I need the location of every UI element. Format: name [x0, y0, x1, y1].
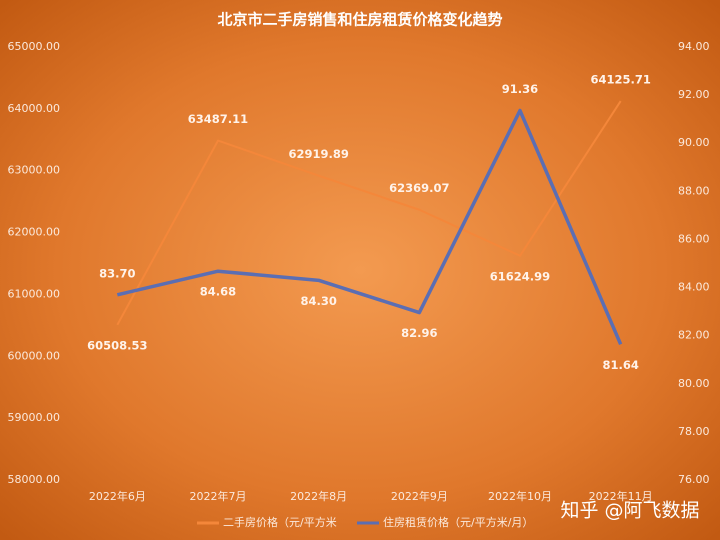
legend-label: 二手房价格（元/平方米: [223, 515, 337, 529]
y2-tick-label: 84.00: [678, 281, 710, 294]
value-label: 62919.89: [288, 147, 348, 161]
chart-title: 北京市二手房销售和住房租赁价格变化趋势: [217, 11, 502, 29]
value-label: 64125.71: [590, 73, 650, 87]
y2-tick-label: 86.00: [678, 232, 710, 245]
y2-tick-label: 88.00: [678, 184, 710, 197]
value-label: 81.64: [602, 358, 638, 372]
x-tick-label: 2022年11月: [589, 489, 653, 503]
y-tick-label: 61000.00: [8, 287, 61, 300]
y-tick-label: 63000.00: [8, 164, 61, 177]
y-tick-label: 59000.00: [8, 411, 61, 424]
y-tick-label: 60000.00: [8, 349, 61, 362]
y2-tick-label: 94.00: [678, 40, 710, 53]
value-label: 60508.53: [87, 338, 147, 352]
y-tick-label: 62000.00: [8, 226, 61, 239]
y2-tick-label: 80.00: [678, 377, 710, 390]
value-label: 63487.11: [188, 112, 248, 126]
x-tick-label: 2022年10月: [488, 489, 552, 503]
series-line: [116, 100, 622, 326]
value-label: 84.68: [200, 285, 236, 299]
y-tick-label: 65000.00: [8, 40, 61, 53]
x-tick-label: 2022年9月: [391, 489, 448, 503]
value-label: 61624.99: [490, 269, 550, 283]
legend-label: 住房租赁价格（元/平方米/月）: [383, 515, 533, 529]
y2-tick-label: 82.00: [678, 329, 710, 342]
series-line: [116, 108, 623, 346]
value-label: 83.70: [99, 266, 135, 280]
watermark: 知乎 @阿飞数据: [560, 500, 699, 522]
value-label: 84.30: [300, 294, 336, 308]
value-label: 91.36: [502, 82, 538, 96]
y2-tick-label: 92.00: [678, 88, 710, 101]
y-tick-label: 64000.00: [8, 102, 61, 115]
x-tick-label: 2022年7月: [190, 489, 247, 503]
y-tick-label: 58000.00: [8, 473, 61, 486]
x-tick-label: 2022年6月: [89, 489, 146, 503]
y2-tick-label: 90.00: [678, 136, 710, 149]
y2-tick-label: 78.00: [678, 425, 710, 438]
y2-tick-label: 76.00: [678, 473, 710, 486]
value-label: 62369.07: [389, 181, 449, 195]
value-label: 82.96: [401, 326, 437, 340]
x-tick-label: 2022年8月: [290, 489, 347, 503]
